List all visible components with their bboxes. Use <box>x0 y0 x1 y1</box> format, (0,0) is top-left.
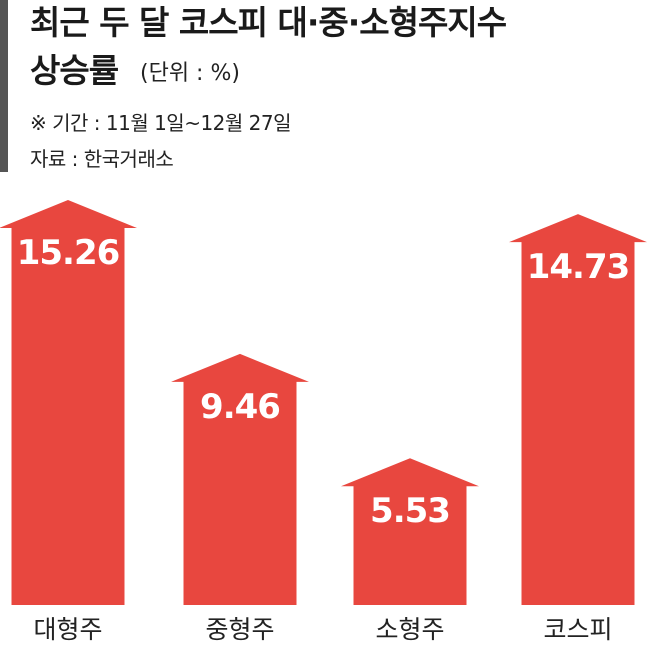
bar <box>341 458 479 605</box>
value-label: 5.53 <box>370 491 450 531</box>
chart-subtitle: 상승률 <box>30 51 119 90</box>
bar <box>509 214 647 605</box>
x-tick-label: 소형주 <box>375 615 444 644</box>
note: ※ 기간 : 11월 1일~12월 27일 <box>30 111 291 135</box>
bar <box>0 200 137 605</box>
side-accent <box>0 0 8 172</box>
note: 자료 : 한국거래소 <box>30 147 173 171</box>
bar <box>171 353 309 605</box>
x-tick-label: 대형주 <box>33 615 102 644</box>
value-label: 9.46 <box>200 387 280 427</box>
x-tick-label: 중형주 <box>205 615 274 644</box>
unit-label: (단위 : %) <box>140 61 240 86</box>
value-label: 14.73 <box>527 247 630 287</box>
x-tick-label: 코스피 <box>543 615 612 644</box>
value-label: 15.26 <box>17 233 120 273</box>
chart-title: 최근 두 달 코스피 대·중·소형주지수 <box>30 3 507 42</box>
